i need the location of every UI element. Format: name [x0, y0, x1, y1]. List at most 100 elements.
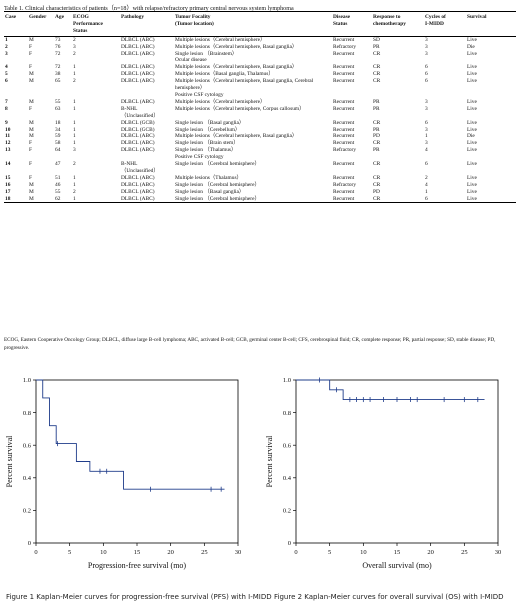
cell-tumor-focality: Multiple lesions（Thalamus） — [175, 174, 242, 181]
cell-case: 14 — [5, 161, 11, 168]
y-tick-label: 0.4 — [283, 475, 292, 482]
cell-ecog: 2 — [73, 78, 76, 85]
cell-disease-status: Refractory — [333, 181, 357, 188]
cell-ecog: 1 — [73, 105, 76, 112]
table-row: 11 M 59 1 DLBCL (ABC) Multiple lesions（Cerebr… — [4, 133, 516, 140]
x-tick-label: 20 — [167, 549, 174, 556]
cell-case: 15 — [5, 174, 11, 181]
cell-gender: M — [29, 181, 34, 188]
cell-cycles: 3 — [425, 98, 428, 105]
cell-tumor-focality: Multiple lesions（Cerebral hemisphere） — [175, 98, 266, 105]
cell-survival: Live — [467, 174, 477, 181]
cell-gender: F — [29, 105, 32, 112]
cell-survival: Live — [467, 181, 477, 188]
cell-age: 72 — [55, 50, 61, 57]
survival-step-line — [36, 379, 225, 490]
cell-ecog: 2 — [73, 188, 76, 195]
cell-pathology: DLBCL (ABC) — [121, 64, 155, 71]
cell-pathology: DLBCL (ABC) — [121, 98, 155, 105]
cell-gender: M — [29, 98, 34, 105]
cell-cycles: 3 — [425, 105, 428, 112]
table-row: 10 M 34 1 DLBCL (GCB) Single lesion （Cerebell… — [4, 127, 516, 134]
cell-cycles: 6 — [425, 64, 428, 71]
cell-gender: F — [29, 161, 32, 168]
cell-cycles: 6 — [425, 119, 428, 126]
cell-cycles: 3 — [425, 126, 428, 133]
cell-ecog: 1 — [73, 174, 76, 181]
cell-response: CR — [373, 71, 381, 78]
cell-tumor-focality: Multiple lesions（Basal ganglia, Thalamus… — [175, 71, 274, 78]
x-tick-label: 5 — [68, 549, 71, 556]
cell-case: 10 — [5, 126, 11, 133]
cell-disease-status: Recurrent — [333, 119, 355, 126]
cell-ecog: 1 — [73, 98, 76, 105]
cell-survival: Live — [467, 140, 477, 147]
cell-cycles: 6 — [425, 161, 428, 168]
cell-age: 34 — [55, 126, 61, 133]
y-tick-label: 0.8 — [23, 410, 31, 417]
table-row: 2 F 76 3 DLBCL (ABC) Multiple lesions（Cerebra… — [4, 44, 516, 51]
cell-case: 11 — [5, 133, 11, 140]
x-tick-label: 10 — [100, 549, 107, 556]
y-axis-label: Percent survival — [5, 435, 14, 488]
cell-survival: Live — [467, 119, 477, 126]
cell-survival: Live — [467, 78, 477, 85]
cell-pathology: DLBCL (ABC) — [121, 133, 155, 140]
cell-pathology: DLBCL (ABC) — [121, 50, 155, 57]
cell-cycles: 3 — [425, 43, 428, 50]
table-footnote: ECOG, Eastern Cooperative Oncology Group… — [4, 337, 496, 351]
header-case: Case — [5, 14, 17, 20]
cell-response: CR — [373, 64, 381, 71]
cell-gender: F — [29, 147, 32, 154]
table-row: 1 M 73 2 DLBCL (ABC) Multiple lesions（Cerebra… — [4, 36, 516, 43]
cell-pathology: DLBCL (ABC) — [121, 140, 155, 147]
cell-tumor-focality: Multiple lesions（Cerebral hemisphere, Ba… — [175, 64, 298, 71]
cell-case: 6 — [5, 78, 8, 85]
y-tick-label: 0.6 — [283, 442, 292, 449]
cell-gender: M — [29, 195, 34, 202]
cell-disease-status: Recurrent — [333, 140, 355, 147]
cell-gender: F — [29, 50, 32, 57]
table-row: 18 M 62 1 DLBCL (ABC) Single lesion （Cerebral… — [4, 196, 516, 203]
cell-pathology: B-NHL （Unclassified） — [121, 105, 159, 119]
plot-frame — [295, 379, 499, 544]
cell-response: CR — [373, 50, 381, 57]
cell-response: CR — [373, 140, 381, 147]
cell-survival: Live — [467, 147, 477, 154]
y-tick-label: 0.2 — [23, 508, 31, 515]
figure-2-caption: Figure 2 Kaplan-Meier curves for overall… — [274, 593, 504, 601]
table-row: 8 F 63 1 B-NHL （Unclassified） Multiple lesions… — [4, 106, 516, 120]
cell-pathology: DLBCL (ABC) — [121, 43, 155, 50]
table-row: 9 M 18 1 DLBCL (GCB) Single lesion （Basal gan… — [4, 120, 516, 127]
cell-age: 72 — [55, 64, 61, 71]
cell-survival: Live — [467, 71, 477, 78]
cell-ecog: 1 — [73, 126, 76, 133]
cell-age: 64 — [55, 147, 61, 154]
cell-age: 51 — [55, 174, 61, 181]
table-row: 15 F 51 1 DLBCL (ABC) Multiple lesions（Thalam… — [4, 175, 516, 182]
header-cycles: Cycles of I-MIDD — [425, 14, 446, 27]
x-tick-label: 0 — [34, 549, 37, 556]
cell-disease-status: Recurrent — [333, 50, 355, 57]
cell-survival: Live — [467, 64, 477, 71]
cell-gender: M — [29, 36, 34, 43]
cell-case: 3 — [5, 50, 8, 57]
cell-age: 18 — [55, 119, 61, 126]
table-row: 5 M 38 1 DLBCL (ABC) Multiple lesions（Basal g… — [4, 71, 516, 78]
cell-disease-status: Recurrent — [333, 188, 355, 195]
cell-cycles: 4 — [425, 147, 428, 154]
cell-survival: Die — [467, 43, 475, 50]
cell-disease-status: Recurrent — [333, 161, 355, 168]
x-tick-label: 30 — [235, 549, 242, 556]
cell-case: 9 — [5, 119, 8, 126]
cell-case: 18 — [5, 195, 11, 202]
cell-tumor-focality: Single lesion （Basal ganglia） — [175, 188, 245, 195]
cell-cycles: 6 — [425, 71, 428, 78]
cell-cycles: 1 — [425, 133, 428, 140]
cell-response: PR — [373, 105, 380, 112]
cell-response: PR — [373, 126, 380, 133]
cell-tumor-focality: Single lesion （Basal ganglia） — [175, 119, 245, 126]
cell-case: 1 — [5, 36, 8, 43]
cell-disease-status: Refractory — [333, 147, 357, 154]
cell-survival: Live — [467, 98, 477, 105]
